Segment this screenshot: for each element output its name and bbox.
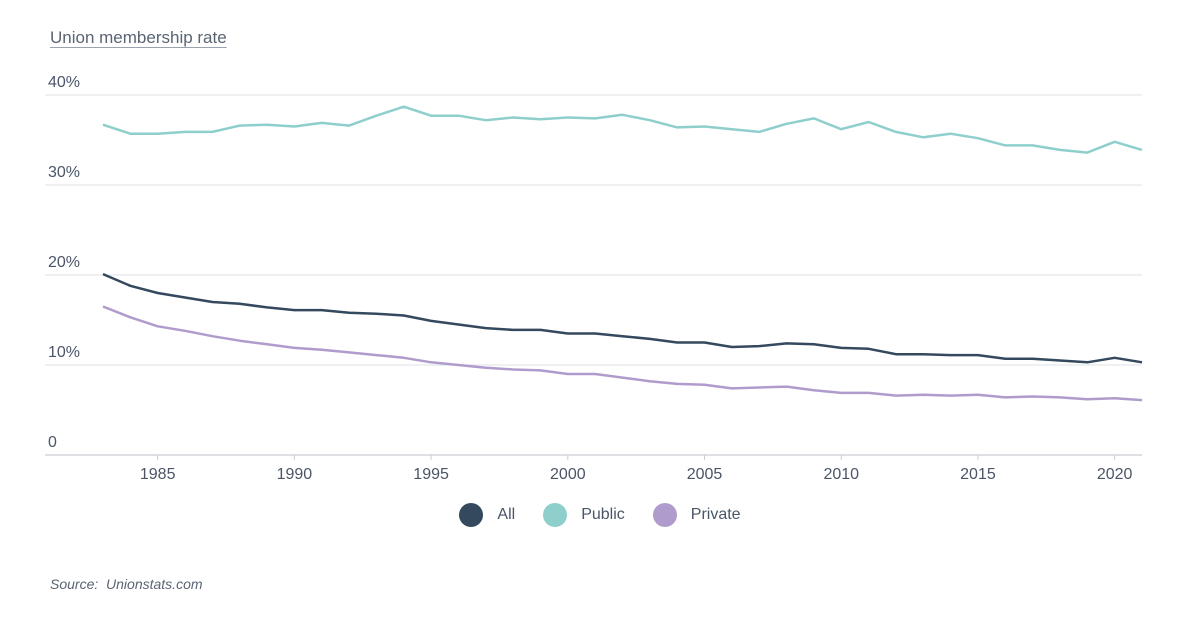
legend-swatch-all — [459, 503, 484, 527]
x-tick-label: 1995 — [413, 466, 449, 483]
source-label: Source: — [50, 576, 99, 592]
legend-label-public: Public — [581, 506, 625, 523]
line-chart: 0 10% 20% 30% 40% 1985 1990 1995 2000 2005 2010 20… — [45, 74, 1143, 483]
y-tick-label: 30% — [48, 164, 80, 181]
legend-label-all: All — [497, 506, 516, 523]
chart-title: Union membership rate — [50, 28, 227, 47]
series-lines — [102, 105, 1143, 402]
legend-item-private[interactable]: Private — [652, 503, 741, 527]
y-tick-label: 10% — [48, 344, 80, 361]
series-line-private — [102, 305, 1143, 402]
x-tick-label: 2005 — [687, 466, 723, 483]
x-tick-label: 1990 — [277, 466, 313, 483]
gridlines — [45, 94, 1142, 456]
source-text: Unionstats.com — [106, 576, 203, 592]
series-line-public — [102, 105, 1143, 154]
y-tick-label: 40% — [48, 74, 80, 91]
y-tick-label: 0 — [48, 434, 57, 451]
y-tick-label: 20% — [48, 254, 80, 271]
x-tick-label: 2020 — [1097, 466, 1133, 483]
x-tick-label: 2010 — [823, 466, 859, 483]
y-axis-ticks: 0 10% 20% 30% 40% — [48, 74, 80, 451]
x-tick-label: 2015 — [960, 466, 996, 483]
legend-swatch-private — [652, 503, 677, 527]
x-tick-label: 2000 — [550, 466, 586, 483]
legend-item-public[interactable]: Public — [543, 503, 625, 527]
series-line-all — [102, 272, 1143, 364]
x-axis-ticks: 1985 1990 1995 2000 2005 2010 2015 2020 — [140, 455, 1133, 483]
x-tick-label: 1985 — [140, 466, 176, 483]
source-note: Source: Unionstats.com — [50, 576, 203, 592]
legend-item-all[interactable]: All — [459, 503, 515, 527]
legend-label-private: Private — [690, 506, 741, 523]
legend: All Public Private — [0, 503, 1200, 527]
legend-swatch-public — [543, 503, 568, 527]
